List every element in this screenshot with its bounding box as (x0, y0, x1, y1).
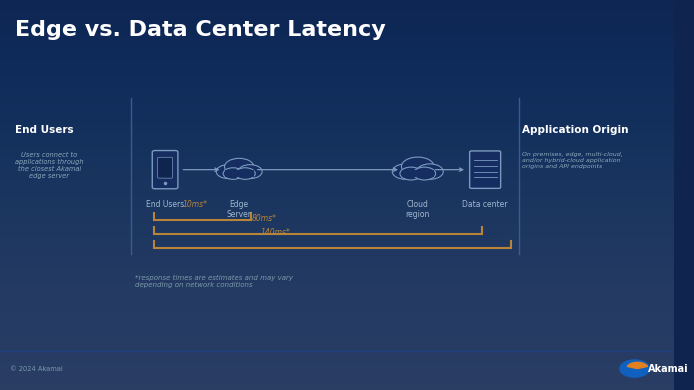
Circle shape (401, 157, 434, 176)
Text: End Users: End Users (146, 200, 184, 209)
Text: On premises, edge, multi-cloud,
and/or hybrid-cloud application
origins and API : On premises, edge, multi-cloud, and/or h… (522, 152, 623, 169)
Text: 10ms*: 10ms* (183, 200, 208, 209)
Circle shape (620, 360, 650, 377)
Circle shape (238, 165, 262, 179)
Text: End Users: End Users (15, 125, 74, 135)
Circle shape (416, 164, 443, 179)
FancyBboxPatch shape (470, 151, 500, 188)
Circle shape (225, 158, 254, 176)
Circle shape (392, 164, 419, 179)
Circle shape (223, 168, 243, 179)
Circle shape (414, 167, 436, 180)
Text: © 2024 Akamai: © 2024 Akamai (10, 365, 63, 372)
Text: Application Origin: Application Origin (522, 125, 629, 135)
Circle shape (217, 165, 240, 179)
Bar (225, 170, 254, 177)
Text: Cloud
region: Cloud region (405, 200, 430, 220)
Text: Edge vs. Data Center Latency: Edge vs. Data Center Latency (15, 20, 386, 39)
FancyBboxPatch shape (158, 157, 173, 178)
Wedge shape (627, 362, 648, 369)
Text: 140ms*: 140ms* (261, 228, 291, 237)
Circle shape (400, 167, 422, 180)
Text: *response times are estimates and may vary
depending on network conditions: *response times are estimates and may va… (135, 275, 293, 288)
Text: Data center: Data center (462, 200, 508, 209)
Text: Users connect to
applications through
the closest Akamai
edge server: Users connect to applications through th… (15, 152, 83, 179)
Circle shape (235, 168, 255, 179)
Text: 80ms*: 80ms* (252, 214, 277, 223)
FancyBboxPatch shape (152, 151, 178, 189)
Bar (402, 170, 434, 177)
Text: Edge
Server: Edge Server (227, 200, 252, 220)
Text: Akamai: Akamai (648, 363, 689, 374)
